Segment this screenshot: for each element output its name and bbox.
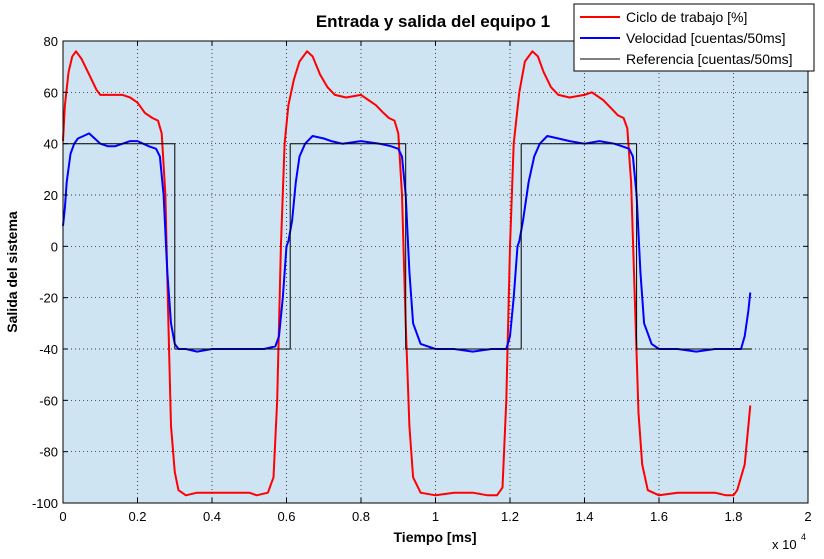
y-tick-label: -100: [32, 496, 58, 511]
y-tick-label: -60: [39, 393, 58, 408]
x-tick-label: 0.6: [277, 509, 295, 524]
series-line-referencia-cuentas-50ms: [63, 143, 753, 350]
series-line-ciclo-de-trabajo: [62, 50, 752, 497]
y-tick-label: -40: [39, 342, 58, 357]
legend-label: Ciclo de trabajo [%]: [626, 9, 747, 25]
series-line-velocidad-cuentas-50ms: [62, 132, 752, 353]
x-multiplier-exponent: 4: [801, 532, 806, 542]
y-tick-label: -20: [39, 291, 58, 306]
y-tick-label: 60: [44, 85, 58, 100]
x-tick-label: 2: [804, 509, 811, 524]
x-tick-label: 0: [59, 509, 66, 524]
legend-label: Referencia [cuentas/50ms]: [626, 51, 793, 67]
y-tick-label: 40: [44, 137, 58, 152]
x-tick-label: 1: [432, 509, 439, 524]
y-axis-title: Salida del sistema: [4, 211, 20, 333]
x-tick-label: 1.2: [501, 509, 519, 524]
x-multiplier: x 10: [772, 537, 797, 552]
y-tick-label: 0: [51, 239, 58, 254]
chart-title: Entrada y salida del equipo 1: [316, 12, 550, 31]
y-tick-label: 80: [44, 34, 58, 49]
legend: Ciclo de trabajo [%] Velocidad [cuentas/5…: [573, 3, 815, 72]
ticks: 0 0.2 0.4 0.6 0.8 1 1.2 1.4 1.6 1.8 2 -100 -80 -60 -40…: [32, 34, 812, 524]
x-tick-label: 1.8: [724, 509, 742, 524]
x-tick-label: 1.4: [575, 509, 593, 524]
series-layer: [62, 50, 753, 497]
x-tick-label: 0.4: [203, 509, 221, 524]
x-axis-title: Tiempo [ms]: [394, 529, 477, 545]
x-tick-label: 0.2: [128, 509, 146, 524]
y-tick-label: 20: [44, 188, 58, 203]
legend-items: Ciclo de trabajo [%] Velocidad [cuentas/5…: [580, 9, 793, 67]
x-tick-label: 0.8: [352, 509, 370, 524]
legend-label: Velocidad [cuentas/50ms]: [626, 30, 786, 46]
x-tick-label: 1.6: [650, 509, 668, 524]
y-tick-label: -80: [39, 445, 58, 460]
